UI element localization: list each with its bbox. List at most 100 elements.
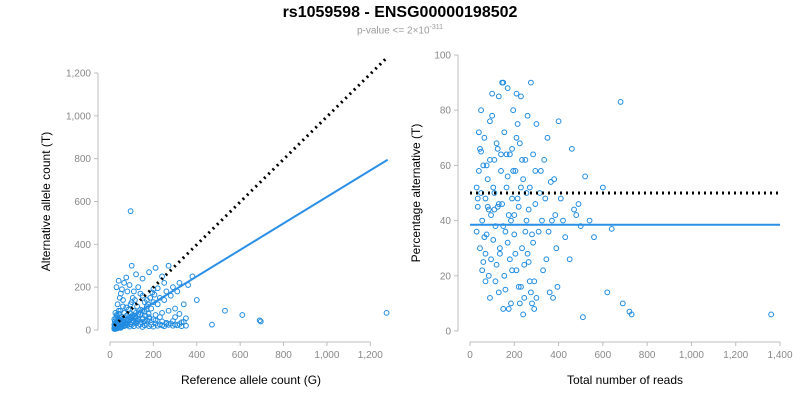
data-point bbox=[508, 217, 514, 224]
y-tick-label: 200 bbox=[74, 283, 91, 294]
page-subtitle: p-value <= 2×10-311 bbox=[0, 24, 800, 36]
data-point bbox=[518, 283, 524, 290]
data-point bbox=[506, 256, 513, 263]
data-point bbox=[492, 223, 499, 230]
data-point bbox=[493, 261, 500, 268]
y-tick-label: 100 bbox=[434, 51, 451, 62]
data-point bbox=[502, 286, 509, 293]
data-point bbox=[516, 300, 523, 307]
x-axis-title: Total number of reads bbox=[567, 373, 683, 387]
data-point bbox=[524, 250, 531, 257]
data-point bbox=[480, 162, 487, 169]
data-point bbox=[541, 156, 548, 163]
page-title: rs1059598 - ENSG00000198502 bbox=[282, 4, 518, 21]
data-point bbox=[180, 301, 187, 308]
data-point bbox=[599, 184, 606, 191]
data-point bbox=[547, 179, 554, 185]
data-point bbox=[176, 279, 183, 286]
y-axis-title: Alternative allele count (T) bbox=[39, 132, 53, 271]
y-tick-label: 600 bbox=[74, 197, 91, 208]
data-point bbox=[527, 79, 534, 86]
data-point bbox=[487, 118, 493, 125]
data-point bbox=[515, 203, 522, 210]
data-point bbox=[502, 228, 509, 235]
data-point bbox=[549, 217, 555, 224]
data-point bbox=[139, 275, 146, 282]
data-point bbox=[482, 250, 489, 257]
x-tick-label: 1,200 bbox=[358, 350, 383, 361]
data-point bbox=[522, 156, 529, 163]
data-point bbox=[481, 234, 488, 241]
data-point bbox=[151, 291, 158, 298]
data-point bbox=[768, 311, 775, 318]
data-point bbox=[500, 79, 507, 86]
data-point bbox=[487, 294, 493, 301]
data-point bbox=[582, 173, 589, 180]
data-point bbox=[485, 206, 492, 213]
data-point bbox=[511, 212, 518, 218]
y-axis-title: Percentage alternative (T) bbox=[409, 124, 423, 263]
x-axis-title: Reference allele count (G) bbox=[181, 373, 321, 387]
data-point bbox=[148, 305, 155, 312]
data-point bbox=[617, 99, 624, 105]
data-point bbox=[495, 289, 502, 296]
data-point bbox=[147, 294, 154, 301]
x-tick-label: 600 bbox=[232, 350, 249, 361]
data-point bbox=[479, 267, 486, 274]
data-point bbox=[501, 129, 508, 136]
data-point bbox=[628, 311, 635, 318]
data-point bbox=[183, 322, 189, 329]
data-point bbox=[566, 256, 573, 263]
y-tick-label: 20 bbox=[440, 271, 452, 282]
data-point bbox=[480, 259, 487, 265]
data-point bbox=[521, 261, 528, 268]
data-point bbox=[128, 262, 135, 269]
data-point bbox=[540, 267, 546, 274]
regression-line bbox=[113, 158, 389, 328]
data-point bbox=[488, 212, 494, 218]
data-point bbox=[126, 282, 133, 288]
data-point bbox=[501, 272, 508, 279]
data-point bbox=[112, 309, 119, 316]
data-point bbox=[209, 321, 215, 328]
data-point bbox=[152, 264, 159, 271]
data-point bbox=[571, 206, 577, 213]
data-point bbox=[482, 195, 489, 202]
data-point bbox=[553, 245, 560, 252]
data-point bbox=[482, 278, 489, 285]
data-point bbox=[535, 228, 542, 235]
data-point bbox=[123, 304, 130, 311]
reference-dotted-line bbox=[113, 55, 389, 327]
data-point bbox=[529, 300, 535, 307]
x-tick-label: 1,200 bbox=[723, 350, 748, 361]
data-point bbox=[604, 289, 611, 296]
data-point bbox=[573, 212, 580, 218]
data-point bbox=[489, 112, 496, 119]
data-point bbox=[494, 145, 501, 152]
x-tick-label: 200 bbox=[506, 350, 523, 361]
data-point bbox=[127, 301, 134, 308]
data-point bbox=[539, 217, 545, 224]
data-point bbox=[490, 184, 497, 191]
data-point bbox=[141, 299, 148, 306]
data-point bbox=[533, 294, 540, 301]
data-point bbox=[496, 245, 503, 252]
data-point bbox=[129, 294, 136, 301]
data-point bbox=[514, 121, 521, 127]
data-point bbox=[513, 134, 520, 141]
data-point bbox=[520, 311, 527, 318]
data-point bbox=[489, 90, 496, 97]
data-point bbox=[575, 201, 582, 207]
data-point bbox=[492, 278, 499, 285]
data-point bbox=[577, 223, 584, 230]
data-point bbox=[477, 245, 483, 252]
data-point bbox=[519, 156, 525, 163]
data-point bbox=[193, 297, 200, 303]
data-point bbox=[494, 203, 501, 210]
data-point bbox=[115, 277, 122, 284]
data-point bbox=[120, 297, 126, 303]
data-point bbox=[498, 151, 504, 158]
data-point bbox=[580, 314, 586, 321]
data-point bbox=[165, 307, 172, 314]
data-point bbox=[239, 312, 246, 318]
